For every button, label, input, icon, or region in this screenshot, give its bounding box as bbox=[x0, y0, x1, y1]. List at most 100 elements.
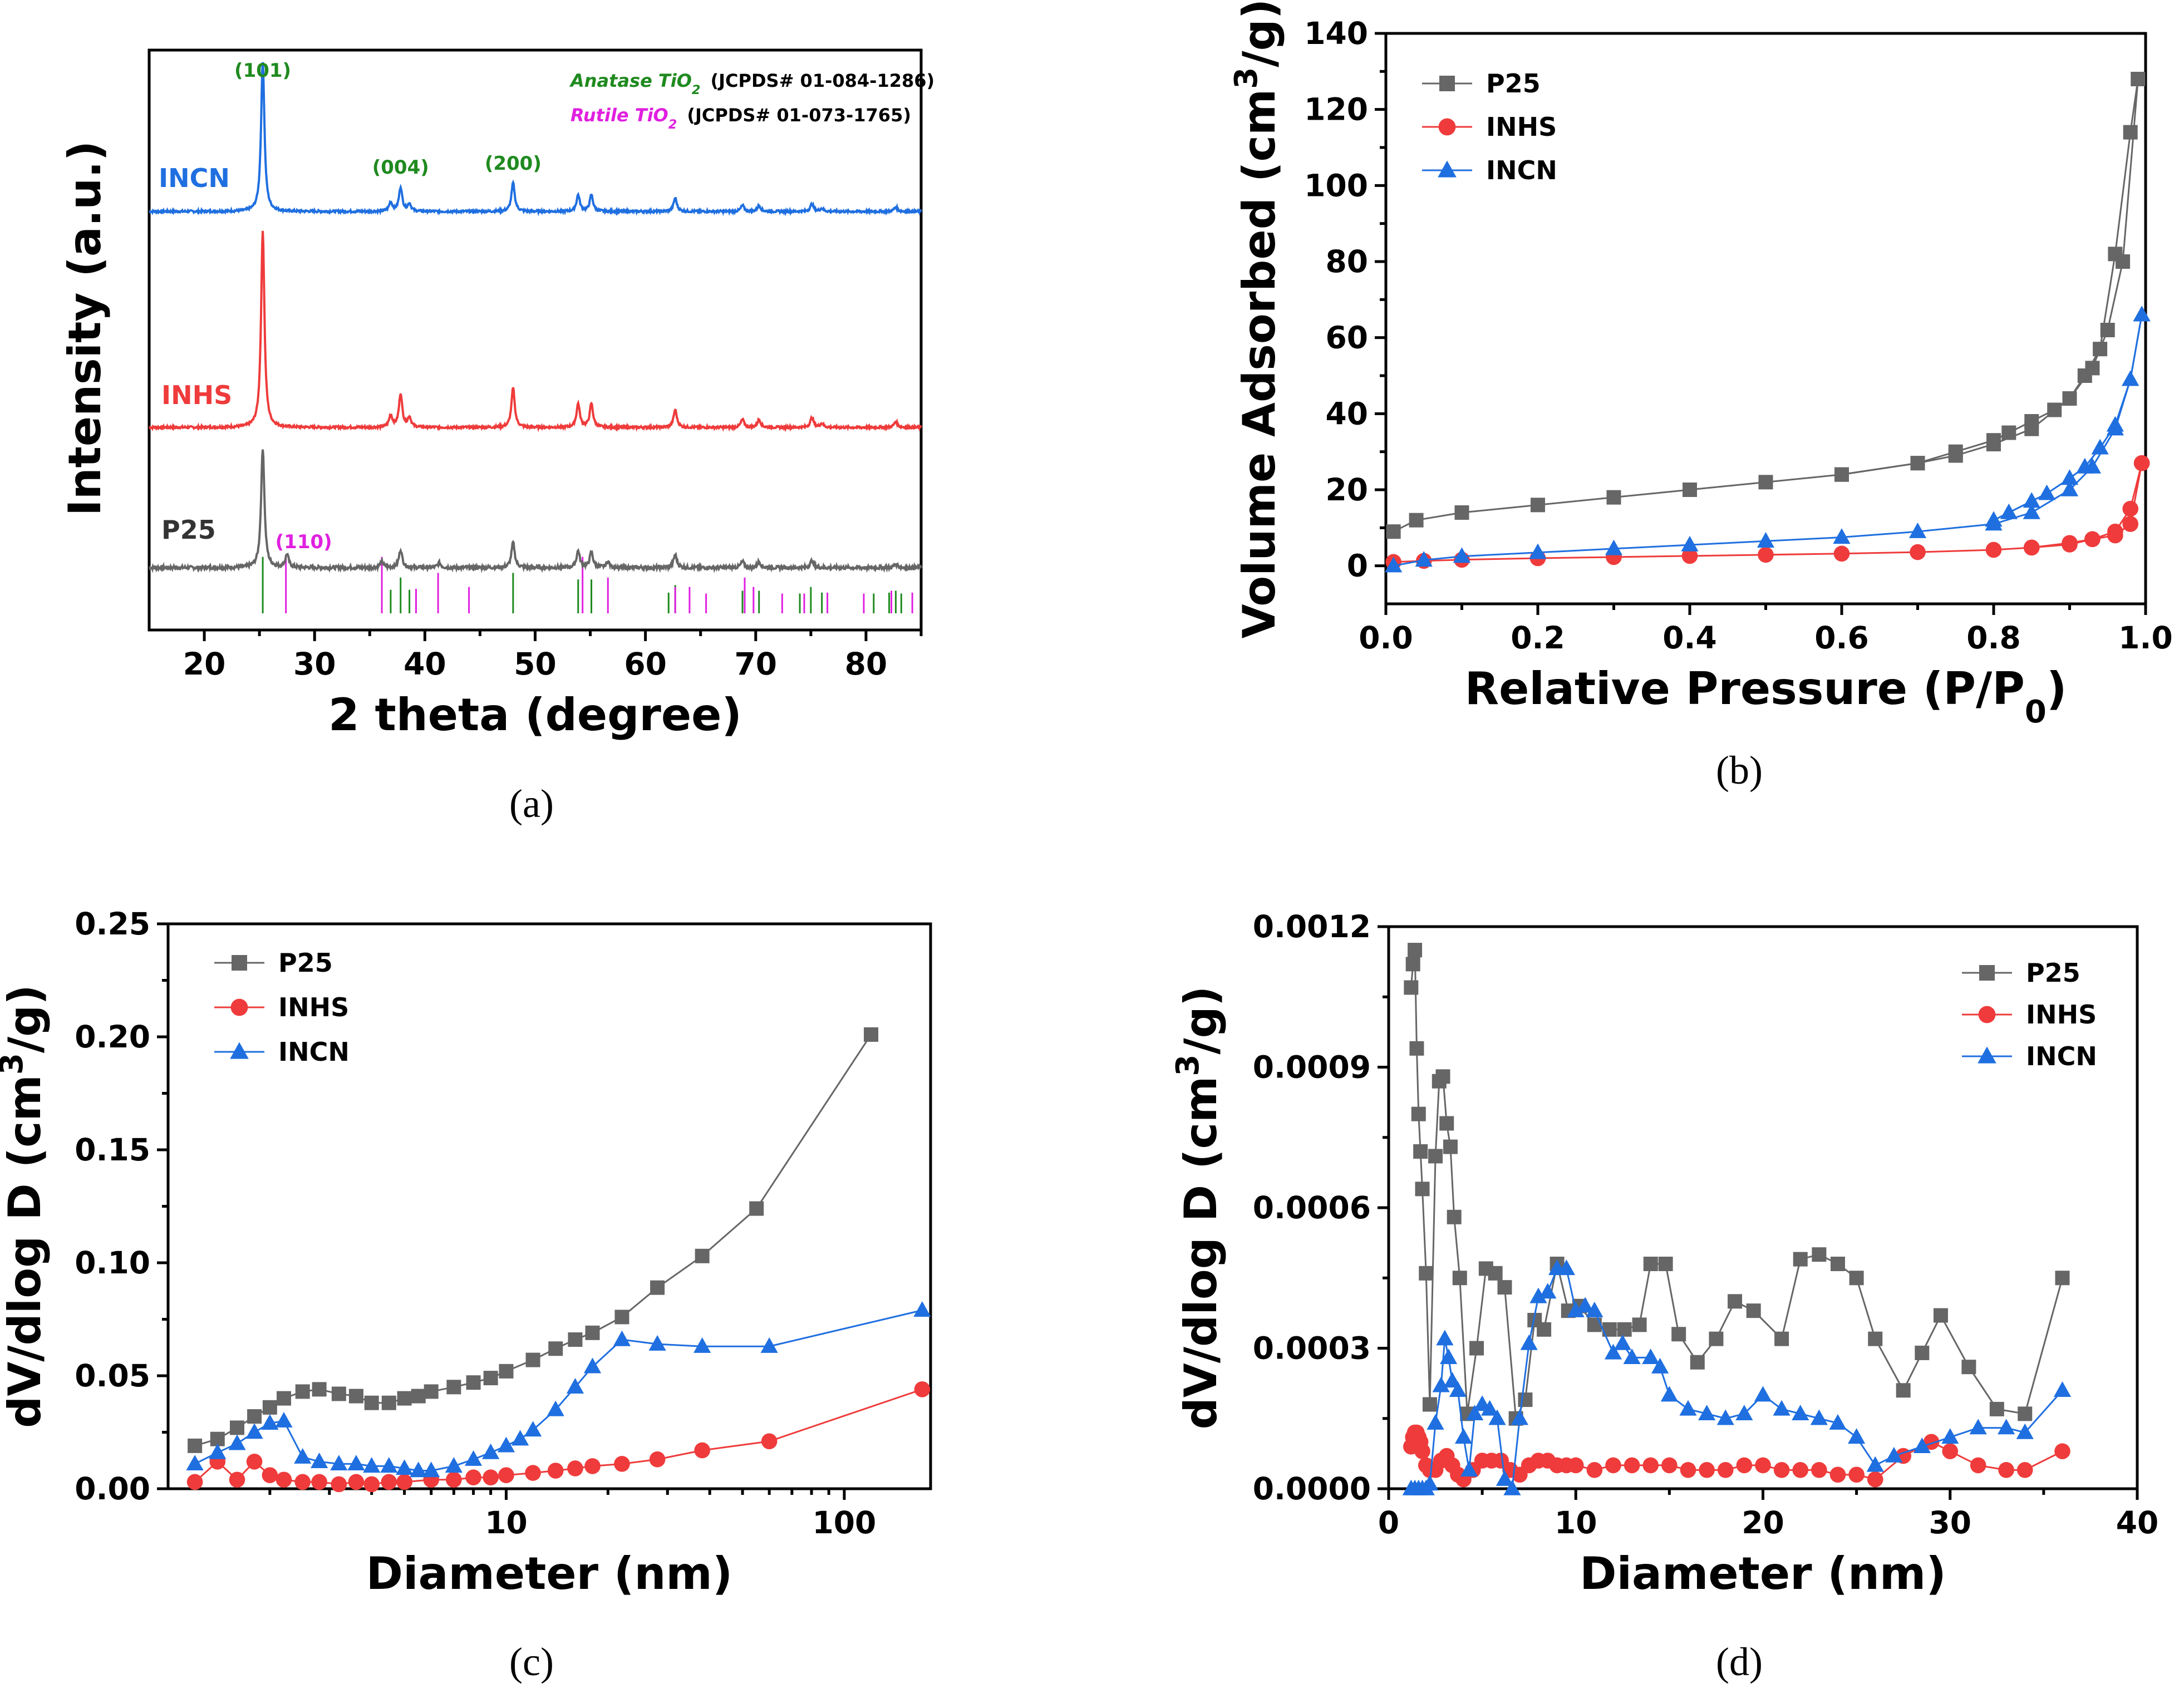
point-INCN-adsorption bbox=[1833, 528, 1851, 544]
point-P25 bbox=[1746, 1303, 1761, 1318]
point-INCN bbox=[1969, 1419, 1987, 1435]
legend-label: INCN bbox=[1486, 155, 1557, 185]
point-INHS bbox=[396, 1474, 412, 1490]
point-P25 bbox=[1537, 1322, 1552, 1337]
point-INCN bbox=[1488, 1409, 1506, 1425]
point-INCN bbox=[497, 1436, 515, 1453]
point-P25 bbox=[483, 1371, 498, 1386]
point-INHS bbox=[348, 1474, 365, 1490]
point-INCN bbox=[1567, 1301, 1585, 1317]
point-INCN bbox=[1432, 1376, 1450, 1392]
point-INHS bbox=[1755, 1457, 1771, 1474]
point-INHS bbox=[381, 1474, 397, 1490]
point-INHS bbox=[694, 1442, 710, 1459]
point-INHS bbox=[1586, 1462, 1603, 1478]
point-INHS-adsorption bbox=[1758, 547, 1774, 563]
point-P25 bbox=[348, 1389, 363, 1404]
point-INCN bbox=[1614, 1334, 1631, 1350]
point-INCN bbox=[482, 1443, 500, 1459]
point-INHS bbox=[1942, 1443, 1959, 1459]
point-INHS bbox=[1605, 1457, 1621, 1474]
point-P25 bbox=[1728, 1294, 1743, 1309]
point-INHS bbox=[1624, 1457, 1640, 1474]
y-tick-label: 0.0000 bbox=[1253, 1471, 1371, 1507]
point-INHS bbox=[584, 1458, 601, 1474]
point-INCN bbox=[410, 1461, 427, 1478]
point-INCN bbox=[693, 1337, 711, 1353]
point-INHS bbox=[1970, 1457, 1986, 1474]
point-INCN-adsorption bbox=[1681, 535, 1699, 552]
point-P25 bbox=[1411, 1106, 1426, 1121]
point-INCN bbox=[1480, 1400, 1499, 1416]
series-line-INHS-adsorption bbox=[1393, 462, 2143, 563]
point-INCN-desorption bbox=[2133, 306, 2151, 322]
point-INCN bbox=[363, 1457, 381, 1473]
point-P25 bbox=[2018, 1406, 2033, 1421]
x-tick-label: 70 bbox=[735, 646, 778, 682]
legend-marker bbox=[230, 998, 248, 1016]
panel-d-caption: (d) bbox=[1716, 1640, 1763, 1684]
point-P25 bbox=[1422, 1397, 1437, 1412]
point-INCN bbox=[1460, 1461, 1478, 1477]
x-tick-label: 20 bbox=[183, 646, 226, 682]
x-axis-title: Diameter (nm) bbox=[1580, 1548, 1946, 1599]
y-tick-label: 0.0003 bbox=[1253, 1331, 1371, 1366]
y-tick-label: 0.0009 bbox=[1253, 1050, 1371, 1085]
xrd-pattern-incn bbox=[149, 62, 922, 216]
y-tick-label: 60 bbox=[1325, 320, 1368, 356]
panel-c-caption: (c) bbox=[509, 1640, 554, 1684]
x-tick-label: 0 bbox=[1378, 1505, 1399, 1540]
point-P25 bbox=[1439, 1116, 1454, 1131]
y-tick-label: 0.15 bbox=[75, 1132, 150, 1168]
point-INHS bbox=[567, 1460, 583, 1476]
point-INHS bbox=[1642, 1457, 1659, 1474]
point-INHS bbox=[465, 1469, 481, 1485]
point-INHS bbox=[246, 1453, 263, 1470]
point-INCN bbox=[2016, 1423, 2034, 1439]
point-P25 bbox=[650, 1280, 665, 1295]
point-INCN bbox=[261, 1414, 279, 1430]
point-P25 bbox=[1658, 1257, 1673, 1271]
point-P25 bbox=[424, 1384, 439, 1399]
point-INCN-adsorption bbox=[1529, 543, 1547, 559]
point-INHS bbox=[276, 1471, 292, 1488]
peak-label: (110) bbox=[276, 531, 332, 553]
point-P25 bbox=[331, 1386, 346, 1401]
point-INHS bbox=[914, 1381, 931, 1397]
point-P25 bbox=[1831, 1257, 1845, 1271]
point-INCN bbox=[1735, 1405, 1753, 1421]
point-INHS bbox=[525, 1465, 541, 1481]
point-P25 bbox=[1409, 1041, 1424, 1056]
point-P25 bbox=[1933, 1308, 1948, 1323]
point-P25 bbox=[1774, 1331, 1789, 1346]
point-INCN bbox=[1503, 1479, 1521, 1495]
point-P25-desorption bbox=[1986, 433, 2001, 448]
x-tick-label: 0.0 bbox=[1359, 620, 1413, 656]
point-P25-adsorption bbox=[1758, 475, 1773, 490]
point-P25-adsorption bbox=[1454, 505, 1469, 520]
point-P25 bbox=[364, 1395, 379, 1410]
point-INHS bbox=[498, 1467, 514, 1483]
point-P25 bbox=[397, 1391, 412, 1406]
point-INHS bbox=[2016, 1462, 2033, 1478]
point-INCN bbox=[1557, 1259, 1576, 1276]
point-INCN bbox=[380, 1457, 398, 1473]
x-tick-label: 1.0 bbox=[2118, 620, 2172, 656]
point-INCN bbox=[311, 1453, 328, 1468]
legend-marker bbox=[1438, 118, 1456, 136]
point-P25 bbox=[548, 1341, 563, 1356]
legend-label: P25 bbox=[2026, 958, 2080, 988]
point-INHS bbox=[547, 1463, 564, 1479]
point-INCN bbox=[1623, 1348, 1641, 1365]
point-INCN bbox=[186, 1455, 204, 1471]
point-P25-desorption bbox=[2077, 368, 2092, 383]
legend-marker bbox=[1978, 1046, 1996, 1064]
point-INCN bbox=[1941, 1428, 1959, 1444]
point-INHS bbox=[1567, 1457, 1584, 1474]
y-tick-label: 0.25 bbox=[75, 906, 150, 942]
point-P25-desorption bbox=[2062, 391, 2077, 406]
point-P25 bbox=[1428, 1149, 1443, 1164]
point-P25 bbox=[1643, 1257, 1658, 1271]
point-INCN bbox=[275, 1411, 293, 1428]
point-INHS-desorption bbox=[2133, 455, 2150, 471]
